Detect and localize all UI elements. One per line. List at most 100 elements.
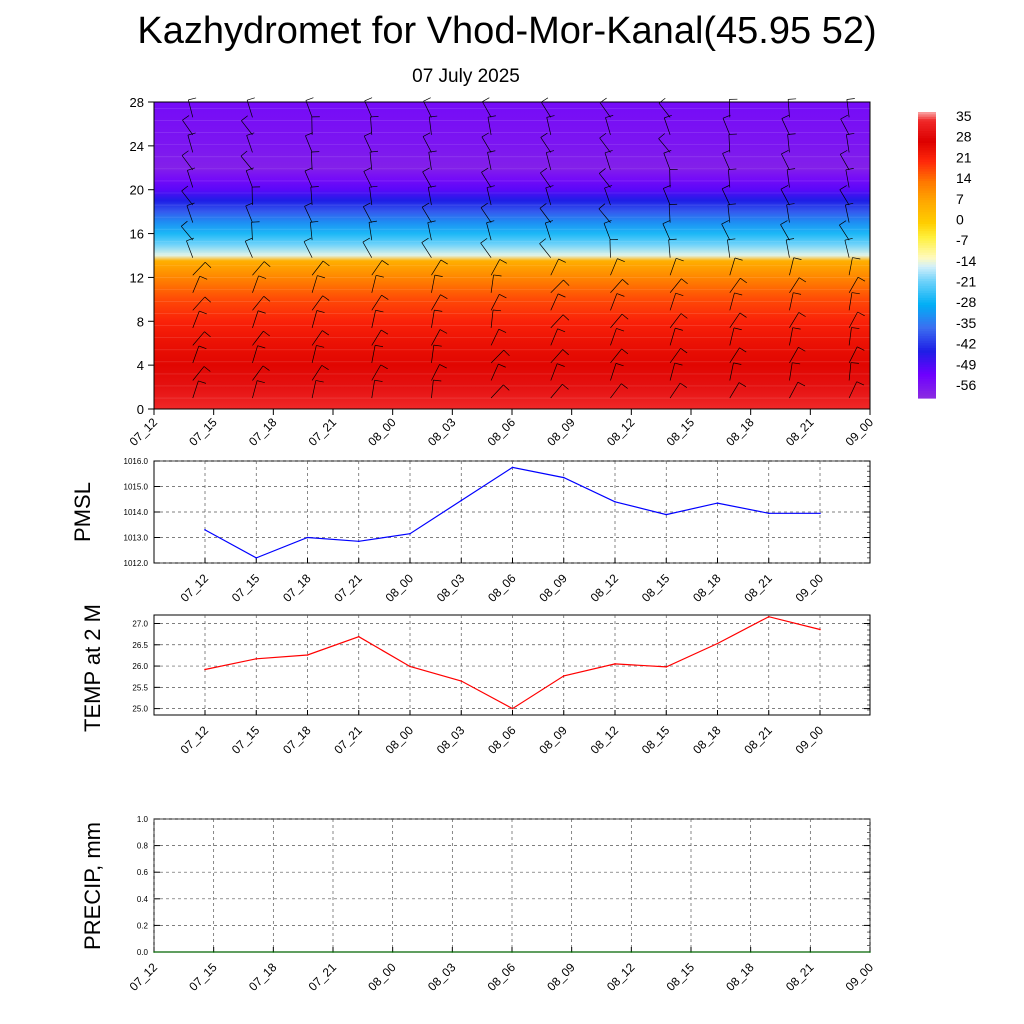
wind-barb-staff (192, 310, 200, 328)
pmsl-x-tick-label: 08_15 (639, 571, 673, 605)
wind-barb-flag (480, 238, 488, 244)
wind-barb-staff (246, 135, 253, 153)
colorbar-swatch (918, 381, 936, 385)
x-tick-label: 08_03 (425, 415, 459, 449)
colorbar-label: -42 (956, 336, 976, 352)
wind-barb-staff (192, 276, 201, 293)
wind-barb-staff (729, 312, 741, 329)
temperature-profile-fill (154, 102, 870, 409)
wind-barb-staff (363, 171, 373, 188)
wind-barb-staff (781, 118, 790, 136)
wind-barb-staff (428, 152, 432, 171)
colorbar-swatch (918, 212, 936, 216)
wind-barb-flag (781, 149, 789, 155)
temp2m-y-tick-label: 25.0 (132, 705, 148, 714)
wind-barb-staff (550, 258, 559, 276)
temp2m-x-tick-label: 08_09 (536, 723, 570, 757)
wind-barb-staff (550, 314, 564, 329)
wind-barb-flag (617, 258, 625, 263)
colorbar-label: -35 (956, 315, 976, 331)
wind-barb-staff (662, 223, 671, 241)
wind-barb-flag (368, 220, 377, 223)
pmsl-x-tick-label: 07_21 (331, 571, 365, 605)
colorbar-swatch (918, 243, 936, 247)
precip-x-tick-label: 09_00 (843, 960, 877, 994)
colorbar-label: -14 (956, 253, 976, 269)
pmsl-data-point (665, 513, 668, 516)
precip-data-point (391, 951, 394, 953)
wind-barb-flag (186, 237, 195, 242)
wind-barb-flag (739, 347, 747, 353)
wind-barb-flag (428, 150, 437, 153)
pmsl-x-tick-label: 08_18 (690, 571, 724, 605)
precip-x-tick-label: 07_12 (127, 960, 161, 994)
wind-barb-staff (431, 380, 434, 399)
wind-barb-staff (598, 208, 611, 223)
wind-barb-flag (797, 381, 806, 387)
colorbar-swatch (918, 367, 936, 370)
colorbar-swatch (918, 295, 936, 299)
colorbar-swatch (918, 240, 936, 244)
colorbar-swatch (918, 173, 936, 177)
colorbar-swatch (918, 147, 936, 151)
colorbar-swatch (918, 336, 936, 340)
chart-title: Kazhydromet for Vhod-Mor-Kanal(45.95 52) (137, 10, 877, 52)
temp2m-x-tick-label: 08_00 (383, 723, 417, 757)
colorbar-swatch (918, 231, 936, 235)
pmsl-x-tick-label: 08_06 (485, 571, 519, 605)
wind-barb-flag (246, 167, 254, 171)
colorbar-swatch (918, 154, 936, 158)
wind-barb-staff (490, 274, 494, 293)
wind-barb-staff (729, 362, 734, 381)
x-tick-label: 07_12 (127, 415, 161, 449)
colorbar-swatch (918, 257, 936, 261)
wind-barb-staff (610, 363, 617, 381)
wind-barb-flag (676, 257, 684, 262)
wind-barb-flag (427, 220, 436, 223)
pmsl-x-tick-label: 07_15 (229, 571, 263, 605)
wind-barb-staff (192, 380, 199, 399)
colorbar-swatch (918, 364, 936, 368)
wind-barb-flag (603, 220, 612, 224)
wind-barb-flag (247, 97, 255, 101)
colorbar-swatch (918, 312, 936, 316)
wind-barb-staff (182, 119, 194, 136)
pmsl-x-tick-label: 08_03 (434, 571, 468, 605)
wind-barb-flag (263, 296, 271, 302)
colorbar-swatch (918, 288, 936, 292)
colorbar-swatch (918, 190, 936, 194)
wind-barb-staff (311, 345, 317, 364)
wind-barb-staff (729, 277, 741, 293)
pmsl-data-point (716, 502, 719, 504)
pmsl-data-point (767, 512, 770, 515)
temp2m-data-point (460, 680, 463, 682)
colorbar-swatch (918, 162, 936, 166)
colorbar-swatch (918, 359, 936, 363)
wind-barb-flag (305, 132, 313, 137)
wind-barb-staff (545, 187, 552, 206)
colorbar-swatch (918, 169, 936, 173)
temp2m-x-tick-label: 08_06 (485, 723, 519, 757)
wind-barb-flag (181, 220, 188, 227)
wind-barb-staff (305, 135, 313, 153)
colorbar-swatch (918, 119, 936, 123)
wind-barb-staff (604, 152, 611, 171)
x-tick-label: 07_18 (246, 415, 280, 449)
wind-barb-staff (550, 363, 558, 381)
colorbar-swatch (918, 221, 936, 225)
wind-barb-flag (199, 275, 208, 280)
wind-barb-flag (186, 202, 195, 206)
wind-barb-staff (423, 101, 432, 118)
wind-barb-flag (422, 132, 431, 137)
wind-barb-flag (562, 349, 569, 356)
wind-barb-staff (371, 260, 383, 276)
temp2m-x-tick-label: 07_12 (178, 723, 212, 757)
wind-barb-staff (603, 223, 611, 241)
colorbar-label: 28 (956, 129, 972, 145)
pmsl-data-point (204, 529, 206, 531)
colorbar-swatch (918, 123, 936, 127)
wind-barb-staff (662, 188, 671, 206)
temp2m-data-point (306, 654, 309, 656)
temp2m-y-tick-label: 26.0 (132, 662, 148, 671)
wind-barb-staff (539, 243, 552, 258)
